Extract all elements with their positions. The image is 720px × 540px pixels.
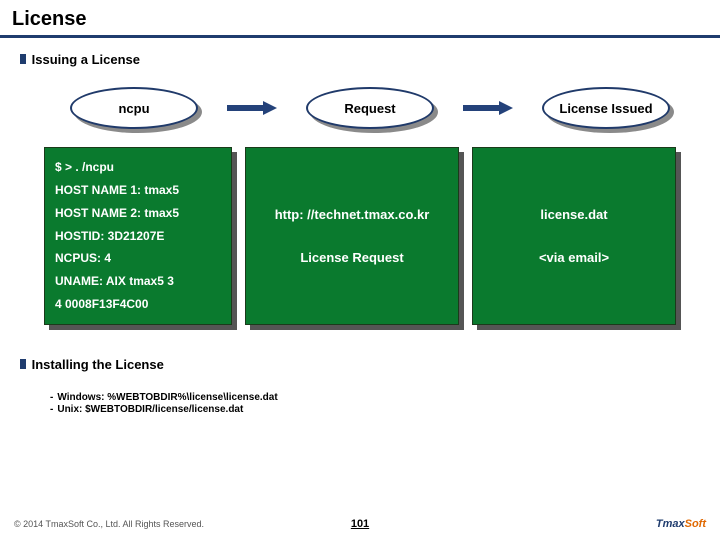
panel-request: http: //technet.tmax.co.kr License Reque… [245, 147, 459, 325]
install-unix: Unix: $WEBTOBDIR/license/license.dat [57, 404, 243, 415]
ellipse: ncpu [70, 87, 198, 129]
issued-via: <via email> [539, 250, 609, 265]
ncpu-line: $ > . /ncpu [55, 159, 221, 176]
ncpu-line: HOSTID: 3D21207E [55, 228, 221, 245]
arrow-icon [227, 101, 277, 115]
panel-issued: license.dat <via email> [472, 147, 676, 325]
ellipse: Request [306, 87, 434, 129]
list-item: -Windows: %WEBTOBDIR%\license\license.da… [50, 392, 700, 403]
flow-row: ncpu Request License Issued [20, 87, 700, 129]
installing-heading: Installing the License [20, 357, 700, 372]
panel-body: http: //technet.tmax.co.kr License Reque… [245, 147, 459, 325]
bullet-icon [20, 54, 26, 64]
ncpu-line: UNAME: AIX tmax5 3 [55, 273, 221, 290]
ncpu-line: HOST NAME 1: tmax5 [55, 182, 221, 199]
logo-tmax: Tmax [656, 518, 685, 530]
panels-row: $ > . /ncpu HOST NAME 1: tmax5 HOST NAME… [20, 147, 700, 325]
installing-heading-text: Installing the License [32, 357, 164, 372]
ellipse: License Issued [542, 87, 670, 129]
ncpu-line: NCPUS: 4 [55, 250, 221, 267]
install-windows: Windows: %WEBTOBDIR%\license\license.dat [57, 392, 277, 403]
flow-step-request: Request [306, 87, 434, 129]
ncpu-line: HOST NAME 2: tmax5 [55, 205, 221, 222]
issued-file: license.dat [540, 207, 607, 222]
panel-ncpu: $ > . /ncpu HOST NAME 1: tmax5 HOST NAME… [44, 147, 232, 325]
dash-icon: - [50, 404, 53, 415]
bullet-icon [20, 359, 26, 369]
footer: © 2014 TmaxSoft Co., Ltd. All Rights Res… [0, 518, 720, 530]
content-area: Issuing a License ncpu Request License I… [0, 38, 720, 430]
logo-soft: Soft [685, 518, 706, 530]
arrow-icon [463, 101, 513, 115]
flow-step-label: License Issued [559, 101, 652, 116]
panel-body: license.dat <via email> [472, 147, 676, 325]
ncpu-line: 4 0008F13F4C00 [55, 296, 221, 313]
title-bar: License [0, 0, 720, 38]
page-number: 101 [351, 518, 369, 530]
footer-logo: TmaxSoft [360, 518, 706, 530]
issuing-heading-text: Issuing a License [32, 52, 140, 67]
installing-block: Installing the License -Windows: %WEBTOB… [20, 357, 700, 415]
flow-step-ncpu: ncpu [70, 87, 198, 129]
flow-step-label: ncpu [118, 101, 149, 116]
panel-body: $ > . /ncpu HOST NAME 1: tmax5 HOST NAME… [44, 147, 232, 325]
page-title: License [12, 8, 708, 31]
request-url: http: //technet.tmax.co.kr [275, 207, 430, 222]
install-list: -Windows: %WEBTOBDIR%\license\license.da… [20, 392, 700, 415]
flow-step-issued: License Issued [542, 87, 670, 129]
issuing-heading: Issuing a License [20, 52, 700, 67]
request-label: License Request [300, 250, 403, 265]
list-item: -Unix: $WEBTOBDIR/license/license.dat [50, 404, 700, 415]
dash-icon: - [50, 392, 53, 403]
footer-copyright: © 2014 TmaxSoft Co., Ltd. All Rights Res… [14, 519, 360, 529]
flow-step-label: Request [344, 101, 395, 116]
